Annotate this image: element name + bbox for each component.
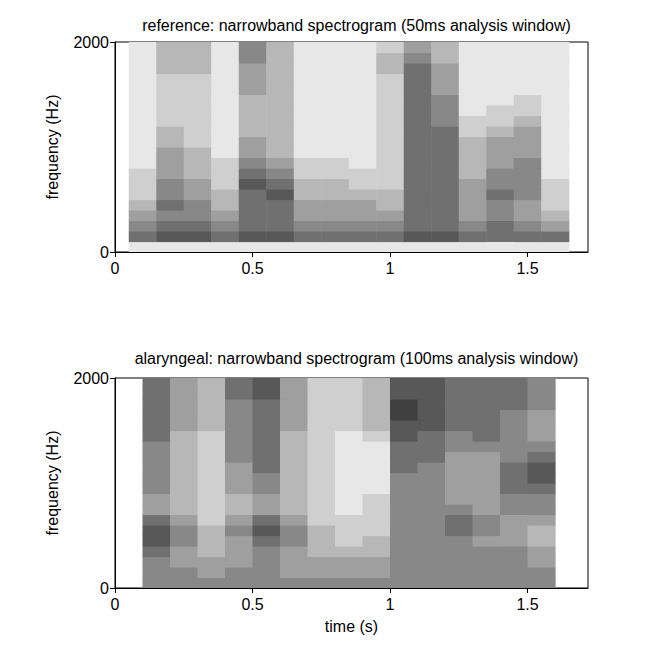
svg-text:time (s): time (s) [325,618,378,635]
svg-text:1: 1 [386,596,395,613]
svg-text:0.5: 0.5 [241,596,263,613]
svg-text:0.5: 0.5 [241,260,263,277]
svg-text:0: 0 [111,596,120,613]
svg-text:1.5: 1.5 [516,260,538,277]
svg-text:frequency (Hz): frequency (Hz) [44,431,61,536]
svg-text:2000: 2000 [73,34,109,51]
svg-text:frequency (Hz): frequency (Hz) [44,95,61,200]
svg-text:1.5: 1.5 [516,596,538,613]
svg-text:reference: narrowband spectrog: reference: narrowband spectrogram (50ms … [142,17,571,34]
svg-text:0: 0 [100,580,109,597]
svg-text:alaryngeal: narrowband spectro: alaryngeal: narrowband spectrogram (100m… [135,350,579,367]
svg-text:1: 1 [386,260,395,277]
svg-text:0: 0 [100,244,109,261]
svg-text:2000: 2000 [73,370,109,387]
svg-text:0: 0 [111,260,120,277]
